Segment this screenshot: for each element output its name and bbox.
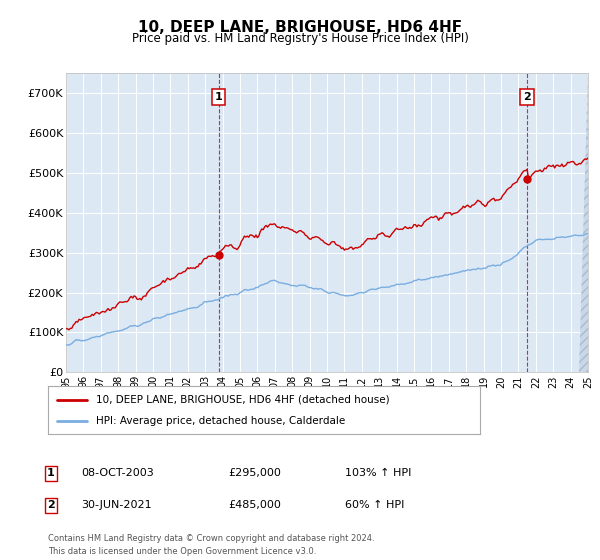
Text: 2: 2	[523, 92, 531, 102]
Text: 10, DEEP LANE, BRIGHOUSE, HD6 4HF (detached house): 10, DEEP LANE, BRIGHOUSE, HD6 4HF (detac…	[95, 395, 389, 405]
Text: 1: 1	[47, 468, 55, 478]
Polygon shape	[579, 73, 588, 372]
Text: Contains HM Land Registry data © Crown copyright and database right 2024.
This d: Contains HM Land Registry data © Crown c…	[48, 534, 374, 556]
Text: 103% ↑ HPI: 103% ↑ HPI	[345, 468, 412, 478]
Text: 30-JUN-2021: 30-JUN-2021	[81, 500, 152, 510]
Text: 2: 2	[47, 500, 55, 510]
Text: £485,000: £485,000	[228, 500, 281, 510]
Text: 08-OCT-2003: 08-OCT-2003	[81, 468, 154, 478]
Text: 1: 1	[215, 92, 223, 102]
Text: 60% ↑ HPI: 60% ↑ HPI	[345, 500, 404, 510]
Text: HPI: Average price, detached house, Calderdale: HPI: Average price, detached house, Cald…	[95, 416, 345, 426]
Text: 10, DEEP LANE, BRIGHOUSE, HD6 4HF: 10, DEEP LANE, BRIGHOUSE, HD6 4HF	[138, 20, 462, 35]
Text: £295,000: £295,000	[228, 468, 281, 478]
Text: Price paid vs. HM Land Registry's House Price Index (HPI): Price paid vs. HM Land Registry's House …	[131, 32, 469, 45]
